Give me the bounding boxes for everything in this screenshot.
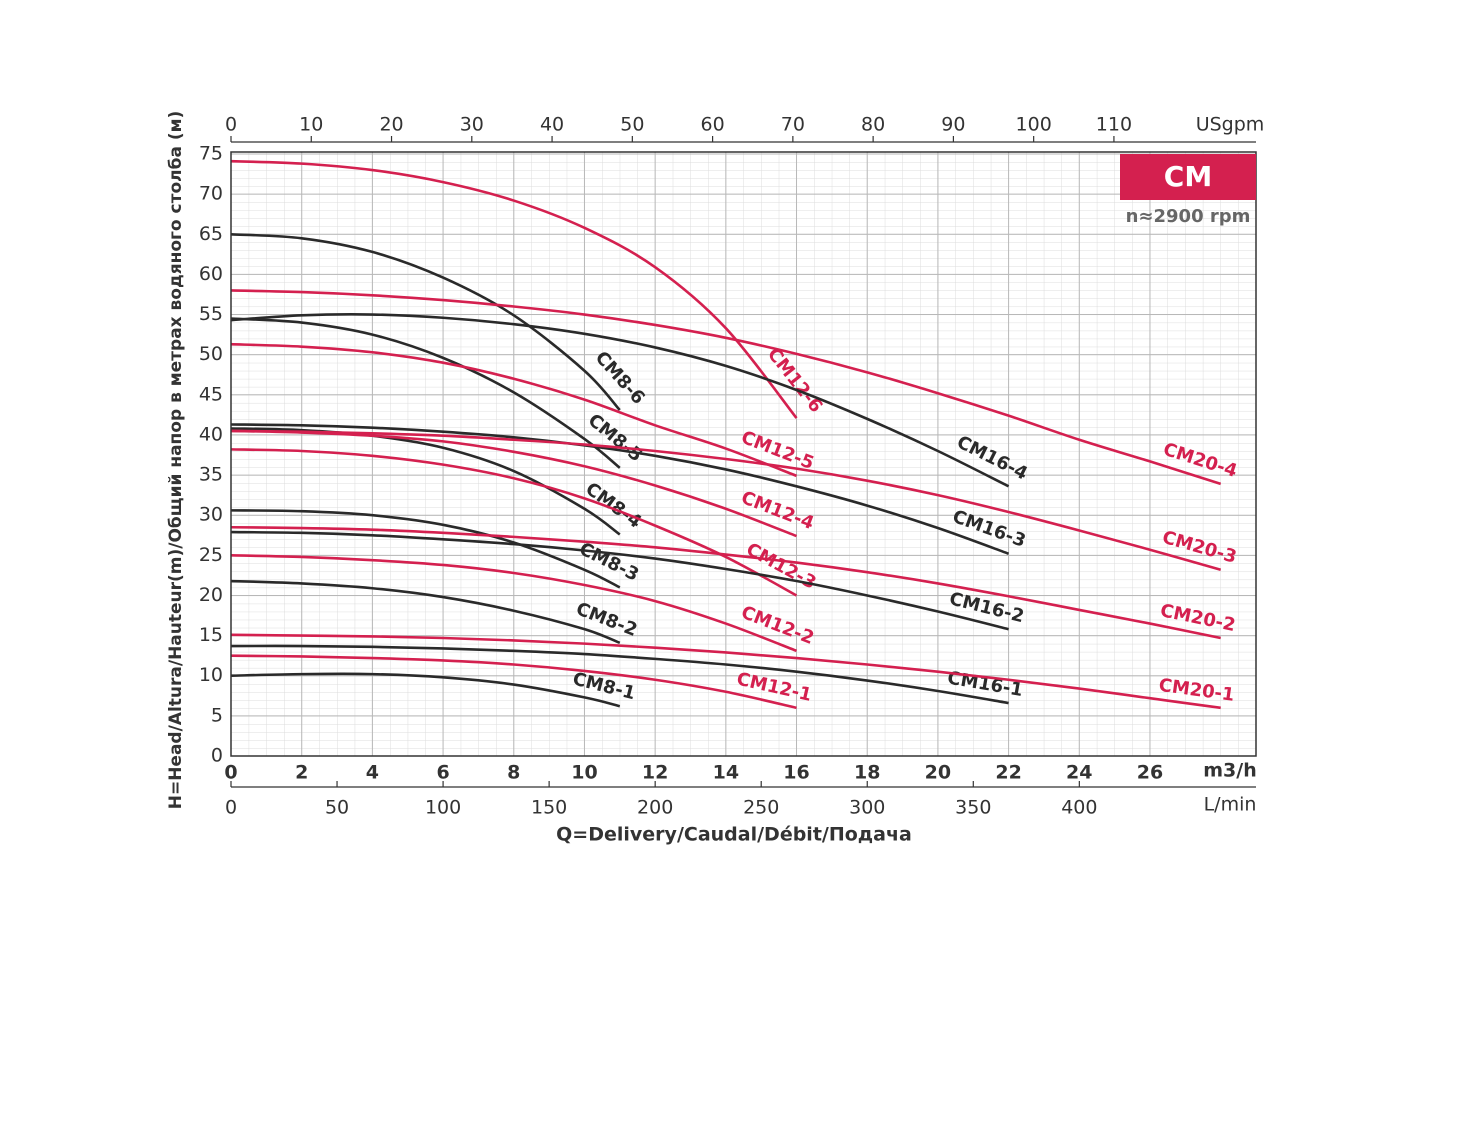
y-tick-label: 30 xyxy=(199,504,223,526)
x-tick-label: 0 xyxy=(224,762,237,784)
x-tick-label: 18 xyxy=(854,762,880,784)
chart-subtitle: n≈2900 rpm xyxy=(1126,206,1251,227)
y-tick-label: 70 xyxy=(199,183,223,205)
pump-curve xyxy=(230,313,1010,488)
title-box xyxy=(1120,154,1256,200)
pump-curve xyxy=(230,525,1221,640)
pump-curve xyxy=(230,654,797,710)
pump-curve xyxy=(230,448,798,597)
bottom-axis-tick-label: 50 xyxy=(325,797,349,819)
pump-curve xyxy=(230,672,621,708)
bottom-axis-tick-label: 0 xyxy=(225,797,237,819)
x-tick-label: 10 xyxy=(571,762,597,784)
bottom-axis-unit: L/min xyxy=(1204,794,1257,816)
top-axis-tick-label: 110 xyxy=(1096,114,1132,136)
top-axis-tick-label: 50 xyxy=(620,114,644,136)
y-tick-label: 55 xyxy=(199,303,223,325)
pump-curve xyxy=(230,579,621,645)
top-axis-tick-label: 60 xyxy=(701,114,725,136)
y-tick-label: 45 xyxy=(199,383,223,405)
x-axis-unit: m3/h xyxy=(1203,760,1256,782)
x-tick-label: 12 xyxy=(642,762,668,784)
y-tick-label: 15 xyxy=(199,624,223,646)
pump-curve xyxy=(230,633,1221,710)
top-axis-tick-label: 40 xyxy=(540,114,564,136)
x-tick-label: 14 xyxy=(713,762,739,784)
pump-curve xyxy=(230,429,1222,572)
pump-curve xyxy=(230,159,798,419)
y-tick-label: 40 xyxy=(199,423,223,445)
y-tick-label: 5 xyxy=(211,704,223,726)
bottom-axis-tick-label: 100 xyxy=(425,797,461,819)
x-tick-label: 26 xyxy=(1137,762,1163,784)
pump-curve xyxy=(230,644,1009,705)
y-tick-label: 25 xyxy=(199,544,223,566)
top-axis-tick-label: 100 xyxy=(1016,114,1052,136)
bottom-axis-tick-label: 250 xyxy=(743,797,779,819)
top-axis-tick-label: 30 xyxy=(460,114,484,136)
pump-curve xyxy=(230,530,1009,631)
top-axis-tick-label: 90 xyxy=(941,114,965,136)
y-tick-label: 75 xyxy=(199,143,223,165)
top-axis-tick-label: 80 xyxy=(861,114,885,136)
x-tick-label: 22 xyxy=(995,762,1021,784)
pump-curve xyxy=(230,317,621,469)
bottom-axis-tick-label: 300 xyxy=(849,797,885,819)
x-tick-label: 20 xyxy=(925,762,951,784)
x-tick-label: 8 xyxy=(507,762,520,784)
bottom-axis-tick-label: 350 xyxy=(955,797,991,819)
y-tick-label: 20 xyxy=(199,584,223,606)
top-axis-tick-label: 10 xyxy=(299,114,323,136)
top-axis-tick-label: 0 xyxy=(225,114,237,136)
y-tick-label: 10 xyxy=(199,664,223,686)
pump-curve xyxy=(230,342,797,478)
pump-curve xyxy=(230,554,797,653)
y-tick-label: 35 xyxy=(199,464,223,486)
bottom-axis-tick-label: 200 xyxy=(637,797,673,819)
y-tick-label: 60 xyxy=(199,263,223,285)
x-tick-label: 24 xyxy=(1066,762,1092,784)
y-tick-label: 0 xyxy=(211,745,223,767)
pump-curve xyxy=(230,423,1010,555)
x-tick-label: 2 xyxy=(295,762,308,784)
chart-title: CM xyxy=(1164,160,1212,193)
pump-curve xyxy=(230,509,621,589)
x-tick-label: 4 xyxy=(366,762,379,784)
y-axis-title: H=Head/Altura/Hauteur(m)/Общий напор в м… xyxy=(166,111,186,810)
pump-curve xyxy=(230,289,1222,486)
x-tick-label: 6 xyxy=(436,762,449,784)
plot-frame xyxy=(230,151,1257,757)
top-axis-tick-label: 20 xyxy=(379,114,403,136)
bottom-axis-tick-label: 150 xyxy=(531,797,567,819)
top-axis-unit: USgpm xyxy=(1196,114,1265,136)
pump-curve xyxy=(230,232,621,411)
x-axis-title: Q=Delivery/Caudal/Débit/Подача xyxy=(556,824,912,846)
pump-curve xyxy=(230,427,621,536)
bottom-axis-tick-label: 400 xyxy=(1061,797,1097,819)
top-axis-tick-label: 70 xyxy=(781,114,805,136)
y-tick-label: 50 xyxy=(199,343,223,365)
x-tick-label: 16 xyxy=(783,762,809,784)
y-tick-label: 65 xyxy=(199,223,223,245)
